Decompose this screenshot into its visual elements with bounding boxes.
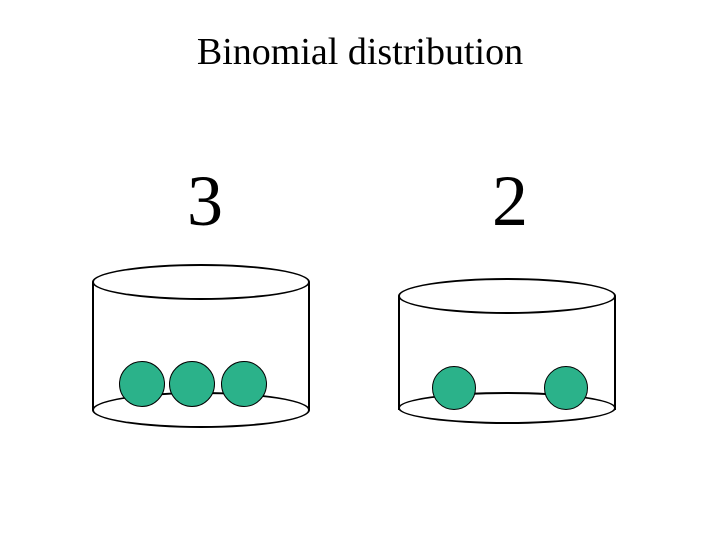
count-label-left: 3 <box>175 160 235 243</box>
ball <box>119 361 165 407</box>
ball <box>169 361 215 407</box>
cylinder-side-left <box>398 296 400 410</box>
ball <box>544 366 588 410</box>
ball <box>432 366 476 410</box>
cylinder-container <box>398 278 616 426</box>
cylinder-side-left <box>92 282 94 410</box>
ball <box>221 361 267 407</box>
cylinder-top-ellipse <box>398 278 616 314</box>
cylinder-side-right <box>614 296 616 410</box>
diagram-title: Binomial distribution <box>0 30 720 74</box>
cylinder-side-right <box>308 282 310 410</box>
cylinder-top-ellipse <box>92 264 310 300</box>
count-label-right: 2 <box>480 160 540 243</box>
